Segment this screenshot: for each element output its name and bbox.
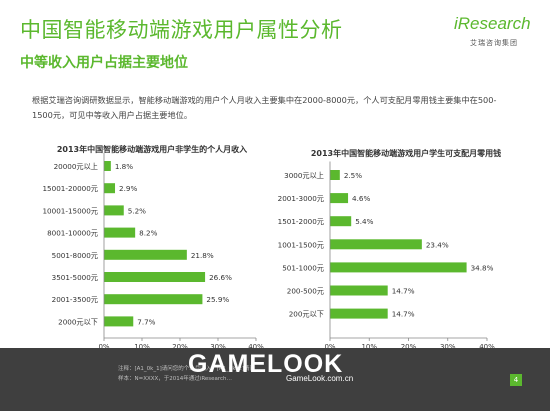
data-label: 2.9% [119,184,137,193]
x-tick-label: 40% [248,343,264,351]
category-label: 200-500元 [287,287,324,296]
category-label: 15001-20000元 [42,184,98,193]
iresearch-logo: iResearch 艾瑞咨询集团 [454,14,532,54]
bar [330,170,340,180]
category-label: 2000元以下 [58,317,98,326]
data-label: 21.8% [191,251,214,260]
x-tick-label: 30% [210,343,226,351]
data-label: 4.6% [352,194,370,203]
bar [104,272,206,282]
data-label: 1.8% [115,162,133,171]
chart-title: 2013年中国智能移动端游戏用户非学生的个人月收入 [57,144,247,154]
logo-text: iResearch [454,14,531,33]
bar [330,193,349,204]
x-tick-label: 20% [172,343,188,351]
page-subtitle: 中等收入用户占据主要地位 [20,55,188,71]
chart-income: 2013年中国智能移动端游戏用户非学生的个人月收入 20000元以上 1.8% 150… [42,144,264,363]
data-label: 34.8% [471,263,494,272]
data-label: 14.7% [392,310,415,319]
category-label: 200元以下 [289,310,324,319]
data-label: 14.7% [392,287,415,296]
category-label: 2001-3500元 [52,295,98,304]
footer-band [0,348,550,411]
bar [104,249,187,260]
chart-title: 2013年中国智能移动端游戏用户学生可支配月零用钱 [311,148,501,158]
data-label: 26.6% [209,273,232,282]
data-label: 25.9% [206,295,229,304]
bar [104,227,136,238]
x-tick-label: 40% [479,343,495,351]
bar [330,216,352,227]
footer-notes: 注释：[A1_0k_1]请问您的个人月收入？[A1_0k_2]请问… 样本：N=… [118,364,518,384]
x-tick-label: 0% [324,343,335,351]
category-label: 1001-1500元 [278,240,324,249]
x-tick-label: 20% [401,343,417,351]
category-label: 20000元以上 [54,162,98,171]
data-label: 5.2% [128,206,146,215]
bar [104,161,111,171]
bar [104,316,134,327]
data-label: 23.4% [426,240,449,249]
x-tick-label: 0% [98,343,109,351]
category-label: 3501-5000元 [52,273,98,282]
bar [330,262,467,273]
category-label: 501-1000元 [282,263,324,272]
bar [330,239,422,250]
gamelook-url: GameLook.com.cn [286,374,354,383]
category-label: 1501-2000元 [278,217,324,226]
category-label: 10001-15000元 [42,206,98,215]
category-label: 3000元以上 [284,171,324,180]
x-tick-label: 30% [440,343,456,351]
data-label: 8.2% [139,229,157,238]
data-label: 2.5% [344,171,362,180]
notes-line-2: 样本：N=XXXX，于2014年通过iResearch… [118,376,233,382]
x-tick-label: 10% [361,343,377,351]
logo-subtext: 艾瑞咨询集团 [470,39,518,47]
page-title: 中国智能移动端游戏用户属性分析 [20,18,343,42]
bar [330,285,388,296]
category-label: 8001-10000元 [47,229,98,238]
page-number: 4 [510,374,522,386]
notes-line-1: 注释：[A1_0k_1]请问您的个人月收入？[A1_0k_2]请问… [118,366,261,372]
category-label: 2001-3000元 [278,194,324,203]
category-label: 5001-8000元 [52,251,98,260]
gamelook-watermark: GAMELOOK [188,350,344,378]
bar [104,205,124,216]
data-label: 7.7% [137,317,155,326]
data-label: 5.4% [355,217,373,226]
bar [330,308,388,319]
description-text: 根据艾瑞咨询调研数据显示，智能移动端游戏的用户个人月收入主要集中在2000-80… [32,95,497,120]
x-tick-label: 10% [134,343,150,351]
bar [104,183,116,194]
chart-allowance: 2013年中国智能移动端游戏用户学生可支配月零用钱 3000元以上 2.5% 2001… [278,148,502,363]
bar [104,294,203,305]
